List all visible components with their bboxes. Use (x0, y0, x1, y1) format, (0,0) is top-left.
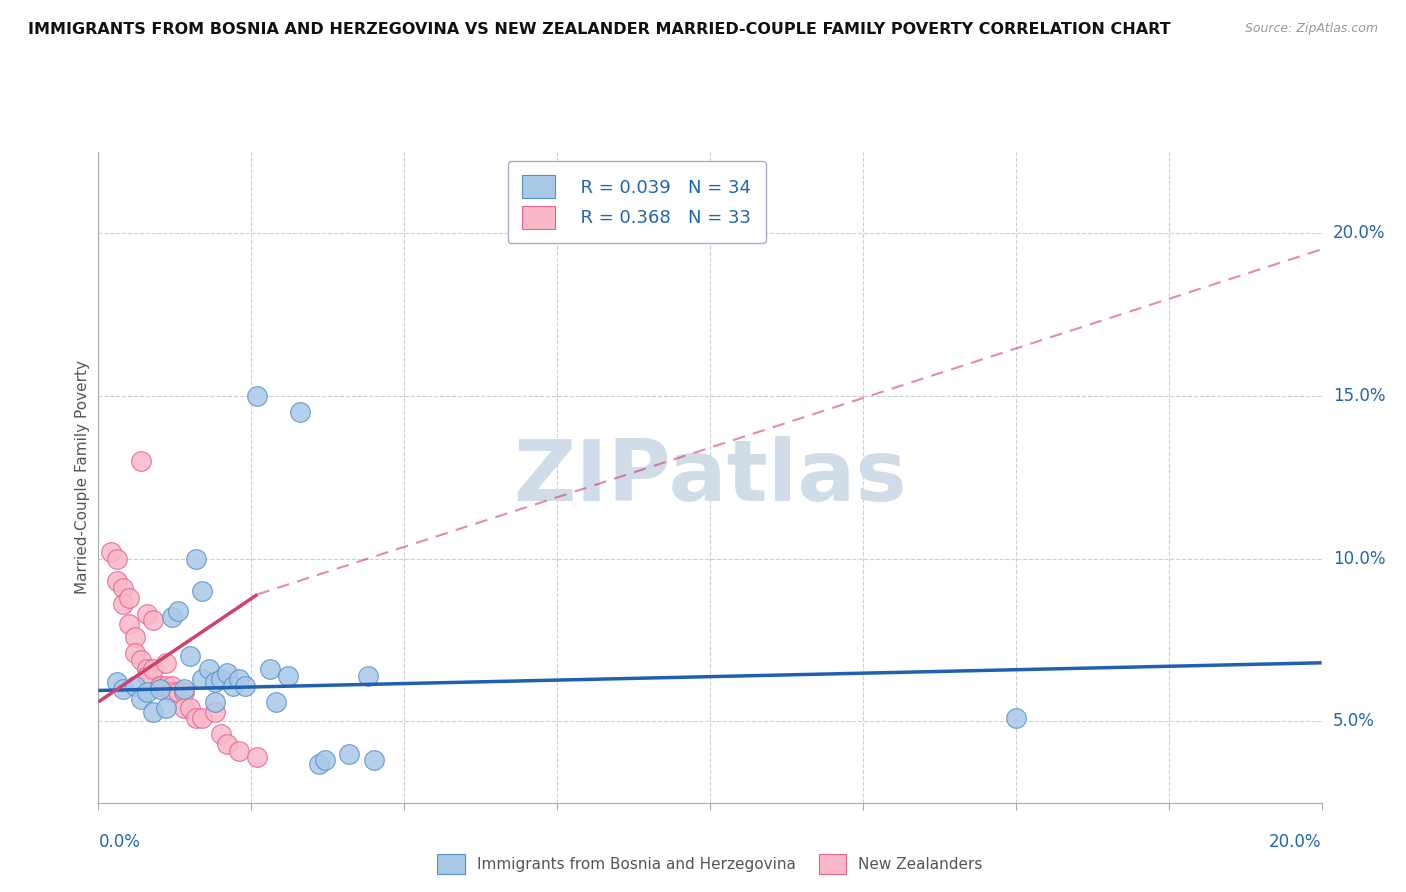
Point (124, 646, 146, 660)
Point (118, 591, 141, 605)
Point (1004, 711, 1026, 725)
Point (290, 405, 312, 419)
Point (215, 737, 238, 751)
Point (155, 656, 177, 670)
Point (136, 685, 159, 699)
Point (160, 679, 183, 693)
Text: 20.0%: 20.0% (1333, 224, 1385, 242)
Point (204, 695, 226, 709)
Point (308, 756, 330, 771)
Point (149, 681, 172, 696)
Point (105, 675, 128, 690)
Point (105, 574, 128, 589)
Point (142, 614, 165, 628)
Text: ZIPatlas: ZIPatlas (513, 435, 907, 519)
Point (167, 685, 190, 699)
Point (129, 691, 152, 706)
Point (356, 669, 378, 683)
Point (209, 672, 232, 686)
Point (363, 754, 385, 768)
Point (264, 695, 287, 709)
Point (124, 679, 146, 693)
Point (179, 701, 201, 715)
Point (186, 551, 208, 566)
Point (136, 607, 159, 621)
Point (105, 551, 128, 566)
Point (197, 662, 219, 676)
Point (136, 669, 159, 683)
Point (155, 701, 177, 715)
Point (233, 679, 256, 693)
Y-axis label: Married-Couple Family Poverty: Married-Couple Family Poverty (75, 360, 90, 594)
Point (246, 750, 269, 764)
Point (111, 581, 134, 595)
Point (173, 685, 195, 699)
Point (118, 616, 141, 631)
Point (149, 679, 172, 693)
Point (124, 630, 146, 644)
Point (191, 584, 214, 599)
Point (173, 681, 195, 696)
Point (277, 669, 299, 683)
Point (314, 754, 336, 768)
Point (259, 662, 281, 676)
Text: 20.0%: 20.0% (1270, 833, 1322, 851)
Point (204, 705, 226, 719)
Point (167, 604, 190, 618)
Text: 0.0%: 0.0% (98, 833, 141, 851)
Point (136, 662, 159, 676)
Point (173, 701, 195, 715)
Point (204, 675, 226, 690)
Text: 10.0%: 10.0% (1333, 549, 1385, 567)
Point (129, 454, 152, 468)
Point (222, 679, 245, 693)
Point (100, 545, 122, 559)
Point (142, 705, 165, 719)
Point (215, 665, 238, 680)
Point (155, 679, 177, 693)
Point (228, 672, 250, 686)
Point (246, 389, 269, 403)
Legend: Immigrants from Bosnia and Herzegovina, New Zealanders: Immigrants from Bosnia and Herzegovina, … (432, 848, 988, 880)
Point (111, 681, 134, 696)
Point (209, 727, 232, 741)
Text: Source: ZipAtlas.com: Source: ZipAtlas.com (1244, 22, 1378, 36)
Point (186, 711, 208, 725)
Point (149, 679, 172, 693)
Point (160, 685, 183, 699)
Point (191, 672, 214, 686)
Point (228, 744, 250, 758)
Text: 15.0%: 15.0% (1333, 387, 1385, 405)
Text: IMMIGRANTS FROM BOSNIA AND HERZEGOVINA VS NEW ZEALANDER MARRIED-COUPLE FAMILY PO: IMMIGRANTS FROM BOSNIA AND HERZEGOVINA V… (28, 22, 1171, 37)
Point (337, 747, 360, 761)
Point (191, 711, 214, 725)
Text: 5.0%: 5.0% (1333, 713, 1375, 731)
Point (179, 649, 201, 664)
Point (142, 662, 165, 676)
Point (160, 610, 183, 624)
Point (129, 652, 152, 666)
Point (111, 597, 134, 611)
